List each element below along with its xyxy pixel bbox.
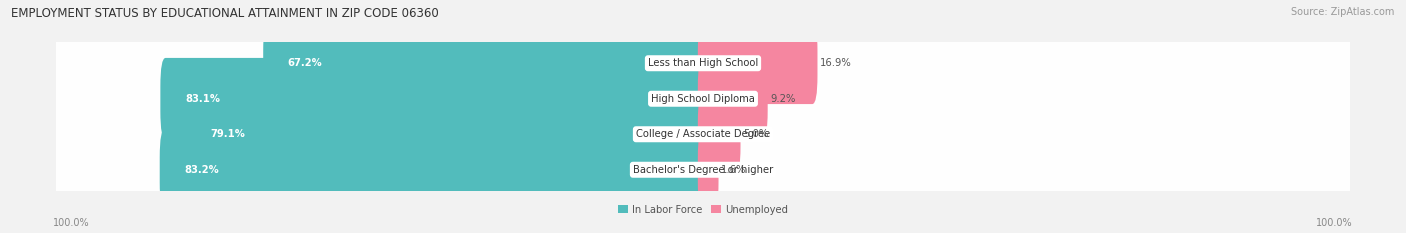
FancyBboxPatch shape [46,103,1360,233]
Text: Less than High School: Less than High School [648,58,758,68]
FancyBboxPatch shape [697,22,817,104]
Text: 79.1%: 79.1% [211,129,246,139]
FancyBboxPatch shape [186,93,709,175]
FancyBboxPatch shape [263,22,709,104]
Text: 67.2%: 67.2% [288,58,322,68]
Text: 5.0%: 5.0% [744,129,768,139]
FancyBboxPatch shape [160,129,709,211]
Text: Source: ZipAtlas.com: Source: ZipAtlas.com [1291,7,1395,17]
FancyBboxPatch shape [46,32,1360,165]
FancyBboxPatch shape [697,129,718,211]
Text: 100.0%: 100.0% [1316,218,1353,228]
Text: High School Diploma: High School Diploma [651,94,755,104]
Text: 83.1%: 83.1% [186,94,219,104]
Text: EMPLOYMENT STATUS BY EDUCATIONAL ATTAINMENT IN ZIP CODE 06360: EMPLOYMENT STATUS BY EDUCATIONAL ATTAINM… [11,7,439,20]
Text: 83.2%: 83.2% [184,165,219,175]
Text: 1.6%: 1.6% [721,165,747,175]
FancyBboxPatch shape [56,152,1350,188]
FancyBboxPatch shape [56,81,1350,116]
Text: Bachelor's Degree or higher: Bachelor's Degree or higher [633,165,773,175]
Legend: In Labor Force, Unemployed: In Labor Force, Unemployed [614,201,792,219]
Text: 100.0%: 100.0% [53,218,90,228]
Text: 16.9%: 16.9% [820,58,852,68]
FancyBboxPatch shape [46,68,1360,201]
FancyBboxPatch shape [56,45,1350,81]
Text: College / Associate Degree: College / Associate Degree [636,129,770,139]
FancyBboxPatch shape [56,116,1350,152]
FancyBboxPatch shape [697,58,768,140]
FancyBboxPatch shape [697,93,741,175]
FancyBboxPatch shape [46,0,1360,130]
Text: 9.2%: 9.2% [770,94,796,104]
FancyBboxPatch shape [160,58,709,140]
